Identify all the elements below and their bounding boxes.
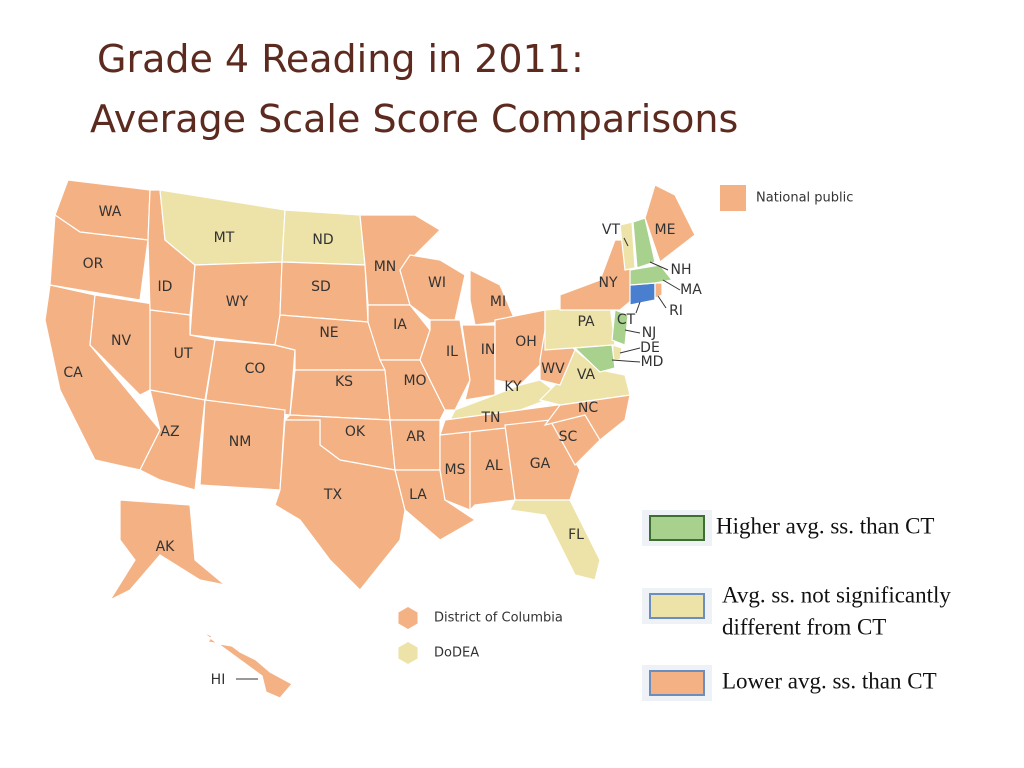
- state-label: AK: [156, 539, 176, 555]
- state-label: NC: [578, 400, 598, 416]
- leader-line: [624, 329, 641, 334]
- state: [389, 419, 441, 471]
- state-label: TX: [323, 487, 343, 503]
- state-label: NV: [111, 333, 131, 349]
- state: [274, 419, 406, 591]
- state-label: MS: [445, 462, 466, 478]
- state-label: RI: [669, 303, 683, 319]
- state-label: MO: [403, 373, 426, 389]
- state-label: TN: [480, 410, 500, 426]
- legend-swatch: [398, 642, 418, 664]
- title-line: Grade 4 Reading in 2011:: [97, 37, 584, 81]
- state: [494, 309, 546, 386]
- state: [629, 282, 656, 306]
- leader-line: [623, 237, 629, 247]
- state-label: NE: [319, 325, 338, 341]
- state-label: IA: [393, 317, 407, 333]
- state-label: ID: [158, 279, 173, 295]
- state-label: GA: [530, 456, 551, 472]
- state: [49, 213, 149, 301]
- us-map: WA OR CA NV ID MT WY UT CO AZ NM ND SD NE KS OK TX MN IA MO…: [44, 179, 853, 699]
- state-label: DE: [640, 340, 660, 356]
- state: [632, 217, 656, 269]
- state-label: LA: [409, 487, 427, 503]
- leader-line: [662, 279, 681, 291]
- legend-label: Avg. ss. not significantly: [722, 582, 951, 607]
- state-label: OR: [83, 256, 104, 272]
- state-label: WY: [226, 294, 249, 310]
- state: [108, 499, 226, 602]
- legend-label: different from CT: [722, 614, 886, 639]
- state-label: IN: [481, 342, 496, 358]
- state-label: MA: [680, 282, 702, 298]
- state-label: MI: [490, 294, 506, 310]
- state: [461, 324, 496, 401]
- state-label: AR: [406, 429, 426, 445]
- legend-swatch: [649, 670, 705, 696]
- state-label: OK: [345, 424, 366, 440]
- state-label: CO: [245, 361, 266, 377]
- leader-lines: [236, 237, 681, 680]
- legend-swatch: [720, 185, 746, 211]
- legend-label: Lower avg. ss. than CT: [722, 668, 937, 693]
- legend-swatch: [398, 607, 418, 629]
- legend-label: Higher avg. ss. than CT: [716, 513, 934, 538]
- state: [559, 239, 633, 311]
- state: [201, 631, 293, 699]
- state-label: AZ: [160, 424, 179, 440]
- leader-line: [619, 347, 641, 354]
- state: [629, 264, 674, 286]
- state-label: PA: [577, 314, 595, 330]
- state-label: WI: [428, 275, 446, 291]
- state-label: ME: [655, 222, 676, 238]
- state: [419, 319, 471, 411]
- state-label: CT: [617, 312, 636, 328]
- state-label: NJ: [642, 325, 657, 341]
- legend: Higher avg. ss. than CT Avg. ss. not sign…: [642, 510, 951, 701]
- state-label: IL: [446, 344, 458, 360]
- state: [573, 344, 616, 373]
- legend-swatch: [649, 515, 705, 541]
- state: [644, 184, 696, 263]
- state-label: NY: [598, 275, 617, 291]
- legend-label: District of Columbia: [434, 611, 563, 626]
- state-label: VT: [602, 222, 621, 238]
- state: [204, 339, 296, 416]
- title-line: Average Scale Score Comparisons: [90, 97, 738, 141]
- state-label: FL: [568, 527, 584, 543]
- state-label: MD: [641, 354, 664, 370]
- state: [654, 282, 663, 299]
- state: [611, 309, 629, 346]
- state-label: OH: [515, 334, 537, 350]
- legend-label: National public: [756, 191, 853, 206]
- legend-swatch: [649, 593, 705, 619]
- state-label: MT: [214, 230, 235, 246]
- state-label: HI: [211, 672, 226, 688]
- state-label: VA: [577, 367, 596, 383]
- state-label: SD: [311, 279, 331, 295]
- state-label: UT: [174, 346, 193, 362]
- leader-line: [635, 301, 641, 314]
- state-label: KS: [335, 374, 353, 390]
- state-label: ND: [312, 232, 333, 248]
- leader-line: [657, 295, 667, 309]
- legend-label: DoDEA: [434, 646, 479, 661]
- state-label: SC: [559, 429, 578, 445]
- state-label: KY: [504, 379, 522, 395]
- state-label: WA: [99, 204, 122, 220]
- state-label: MN: [374, 259, 397, 275]
- state-label: NM: [229, 434, 252, 450]
- state: [509, 499, 601, 581]
- state: [89, 294, 161, 396]
- state-label: NH: [671, 262, 692, 278]
- state-label: AL: [485, 458, 503, 474]
- leader-line: [649, 261, 669, 271]
- state-label: CA: [63, 365, 83, 381]
- state-label: WV: [541, 361, 565, 377]
- leader-line: [611, 359, 641, 363]
